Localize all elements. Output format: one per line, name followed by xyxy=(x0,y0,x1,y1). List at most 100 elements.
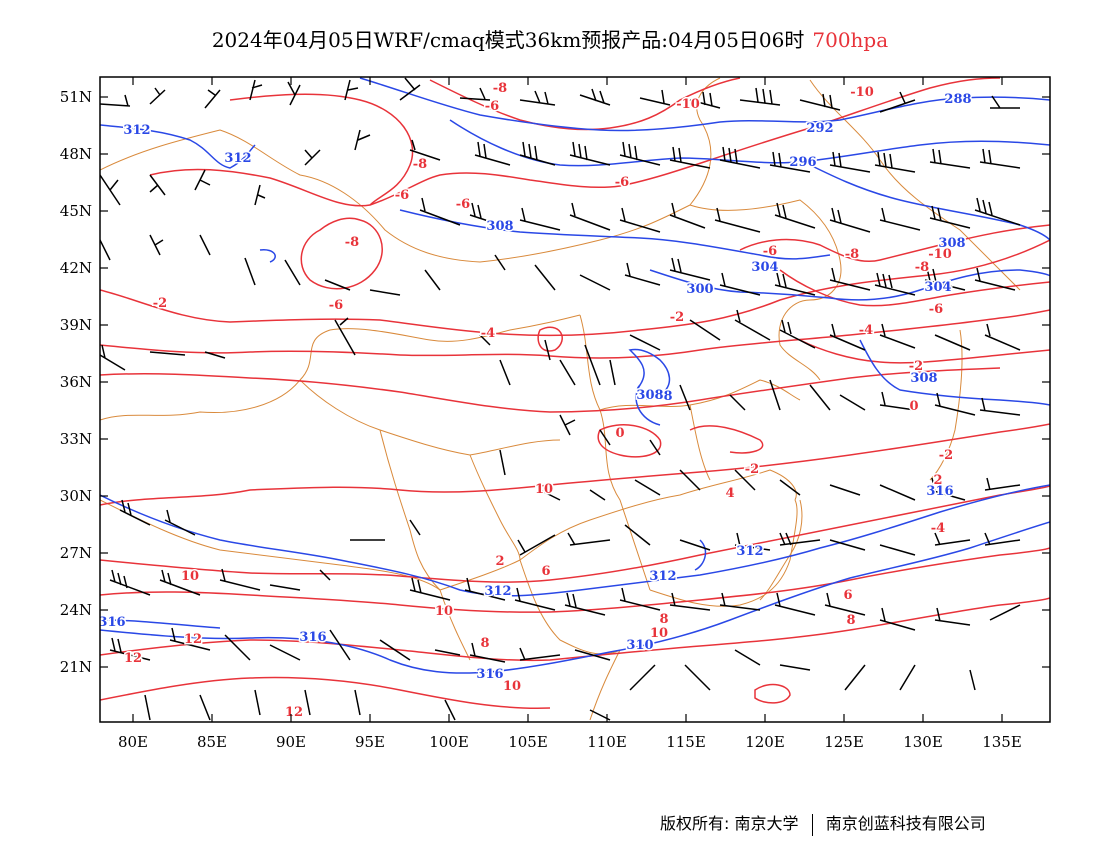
temperature-contour-label: -8 xyxy=(845,247,859,262)
temperature-contour-label: 12 xyxy=(124,651,142,666)
height-contour-label: 308 xyxy=(636,388,663,403)
temperature-contour-label: -2 xyxy=(670,310,684,325)
temperature-contour-label: -10 xyxy=(850,85,874,100)
temperature-contour-label: -2 xyxy=(909,359,923,374)
chart-title: 2024年04月05日WRF/cmaq模式36km预报产品:04月05日06时 7… xyxy=(0,24,1100,53)
footer-divider xyxy=(811,813,813,836)
temperature-contour-label: 10 xyxy=(435,604,453,619)
temperature-contour-label: -2 xyxy=(939,448,953,463)
lat-label: 36N xyxy=(60,373,92,391)
temperature-contour-label: 2 xyxy=(495,554,504,569)
temperature-contour-label: -4 xyxy=(859,323,873,338)
lon-label: 120E xyxy=(745,733,785,751)
lon-label: 130E xyxy=(903,733,943,751)
temperature-contour-label: 0 xyxy=(615,426,624,441)
lat-label: 30N xyxy=(60,487,92,505)
height-contour-label: 308 xyxy=(486,219,513,234)
lon-label: 95E xyxy=(355,733,385,751)
temperature-contour-label: -6 xyxy=(456,197,470,212)
temperature-contour-label: -6 xyxy=(929,302,943,317)
temperature-contour-label: 8 xyxy=(480,636,489,651)
temperature-contour-label: 8 xyxy=(846,613,855,628)
temperature-contour-label: 10 xyxy=(181,569,199,584)
lat-label: 33N xyxy=(60,430,92,448)
height-contour-label: 304 xyxy=(751,260,778,275)
temperature-contour-label: -8 xyxy=(493,81,507,96)
lat-label: 27N xyxy=(60,544,92,562)
lon-label: 135E xyxy=(982,733,1022,751)
temperature-contour-label: 8 xyxy=(659,612,668,627)
temperature-contour-label: -6 xyxy=(615,175,629,190)
temperature-contour-label: 10 xyxy=(535,482,553,497)
axes: 51N 48N 45N 42N 39N 36N 33N 30N 27N 24N 21N 80E 85E 9… xyxy=(60,77,1050,751)
temperature-contour-label: -6 xyxy=(395,188,409,203)
temperature-contour-label: -10 xyxy=(676,97,700,112)
copyright-label: 版权所有: xyxy=(660,814,730,833)
lat-label: 24N xyxy=(60,601,92,619)
height-contour-label: 312 xyxy=(123,123,150,138)
lon-label: 110E xyxy=(587,733,627,751)
temperature-contour-label: -8 xyxy=(413,157,427,172)
height-contour-label: 288 xyxy=(944,92,971,107)
height-contour-label: 312 xyxy=(224,151,251,166)
copyright-footer: 版权所有: 南京大学 南京创蓝科技有限公司 xyxy=(660,810,986,836)
lat-label: 39N xyxy=(60,316,92,334)
lon-label: 125E xyxy=(824,733,864,751)
temperature-contour-label: -10 xyxy=(928,247,952,262)
lat-label: 42N xyxy=(60,259,92,277)
temperature-contours xyxy=(100,77,1050,710)
map-frame xyxy=(99,76,1051,723)
lon-label: 115E xyxy=(666,733,706,751)
height-contour-label: 296 xyxy=(789,155,816,170)
owner-company: 南京创蓝科技有限公司 xyxy=(825,814,986,833)
temperature-contour-label: 12 xyxy=(285,705,303,720)
height-contour-label: 292 xyxy=(806,121,833,136)
lon-label: 85E xyxy=(197,733,227,751)
height-contour-label: 316 xyxy=(299,630,326,645)
temperature-contour-label: -4 xyxy=(931,521,945,536)
temperature-contour-label: -6 xyxy=(329,298,343,313)
height-contour-label: 312 xyxy=(484,584,511,599)
lat-label: 21N xyxy=(60,658,92,676)
lat-label: 45N xyxy=(60,202,92,220)
owner-university: 南京大学 xyxy=(734,814,799,833)
height-contour-label: 308 xyxy=(938,236,965,251)
temperature-contour-label: -2 xyxy=(153,296,167,311)
temperature-contour-label: 2 xyxy=(933,473,942,488)
geopotential-height-contours xyxy=(100,77,1050,674)
temperature-contour-label: -6 xyxy=(763,244,777,259)
temperature-contour-label: -8 xyxy=(345,235,359,250)
temperature-contour-label: -6 xyxy=(485,99,499,114)
lon-label: 105E xyxy=(508,733,548,751)
temperature-contour-label: 10 xyxy=(650,626,668,641)
temperature-contour-label: 12 xyxy=(184,632,202,647)
province-boundaries xyxy=(100,77,1021,721)
height-contour-label: 312 xyxy=(736,544,763,559)
wind-barbs xyxy=(100,77,1021,721)
temperature-contour-label: 6 xyxy=(843,588,852,603)
height-contour-label: 308 xyxy=(645,389,672,404)
lat-label: 51N xyxy=(60,88,92,106)
contour-labels: 2882922963043083083043003083083083123123… xyxy=(98,80,973,722)
lon-label: 90E xyxy=(276,733,306,751)
height-contour-label: 316 xyxy=(476,667,503,682)
height-contour-label: 316 xyxy=(926,484,953,499)
temperature-contour-label: -2 xyxy=(745,462,759,477)
height-contour-label: 300 xyxy=(686,282,713,297)
pressure-level-label: 700hpa xyxy=(812,28,889,52)
height-contour-label: 312 xyxy=(649,569,676,584)
lat-label: 48N xyxy=(60,145,92,163)
height-contour-label: 308 xyxy=(910,371,937,386)
lon-label: 100E xyxy=(429,733,469,751)
temperature-contour-label: 0 xyxy=(909,399,918,414)
temperature-contour-label: -4 xyxy=(481,326,495,341)
height-contour-label: 304 xyxy=(924,280,951,295)
height-contour-label: 310 xyxy=(626,638,653,653)
temperature-contour-label: 6 xyxy=(541,564,550,579)
height-contour-label: 316 xyxy=(98,615,125,630)
temperature-contour-label: 4 xyxy=(725,486,734,501)
title-main: 2024年04月05日WRF/cmaq模式36km预报产品:04月05日06时 xyxy=(211,28,805,52)
lon-label: 80E xyxy=(118,733,148,751)
temperature-contour-label: 10 xyxy=(503,679,521,694)
